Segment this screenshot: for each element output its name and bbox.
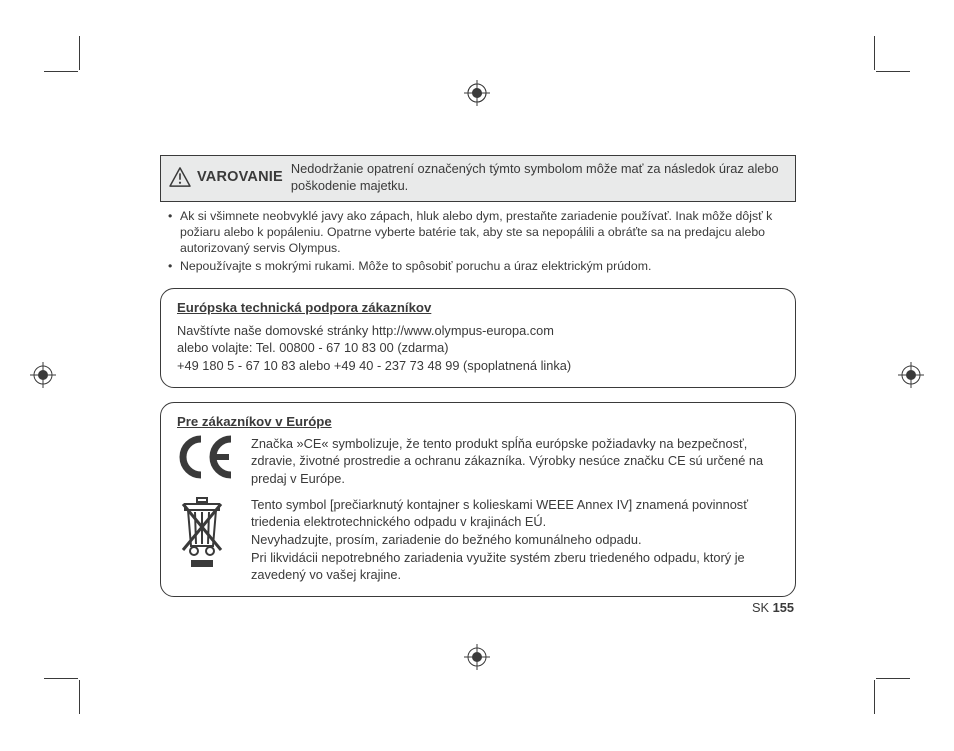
- ce-text: Značka »CE« symbolizuje, že tento produk…: [251, 435, 779, 488]
- footer-lang: SK: [752, 600, 769, 615]
- crop-mark-icon: [44, 678, 78, 679]
- bullet-item: Nepoužívajte s mokrými rukami. Môže to s…: [168, 258, 796, 274]
- crop-mark-icon: [874, 680, 875, 714]
- crop-mark-icon: [44, 71, 78, 72]
- ce-row: Značka »CE« symbolizuje, že tento produk…: [177, 435, 779, 488]
- registration-mark-bottom-icon: [464, 644, 490, 670]
- warning-triangle-icon: [169, 167, 191, 187]
- bullet-item: Ak si všimnete neobvyklé javy ako zápach…: [168, 208, 796, 257]
- ce-mark-icon: [177, 435, 237, 479]
- warning-bullets: Ak si všimnete neobvyklé javy ako zápach…: [168, 208, 796, 275]
- registration-mark-right-icon: [898, 362, 924, 388]
- manual-page: VAROVANIE Nedodržanie opatrení označenýc…: [0, 0, 954, 751]
- weee-bin-icon: [177, 496, 237, 575]
- support-line: +49 180 5 - 67 10 83 alebo +49 40 - 237 …: [177, 357, 779, 375]
- crop-mark-icon: [874, 36, 875, 70]
- support-line: alebo volajte: Tel. 00800 - 67 10 83 00 …: [177, 339, 779, 357]
- registration-mark-left-icon: [30, 362, 56, 388]
- europe-panel-title: Pre zákazníkov v Európe: [177, 413, 779, 431]
- page-footer: SK 155: [752, 600, 794, 615]
- footer-page-number: 155: [773, 600, 794, 615]
- support-panel: Európska technická podpora zákazníkov Na…: [160, 288, 796, 387]
- crop-mark-icon: [876, 678, 910, 679]
- warning-box: VAROVANIE Nedodržanie opatrení označenýc…: [160, 155, 796, 202]
- crop-mark-icon: [79, 680, 80, 714]
- crop-mark-icon: [79, 36, 80, 70]
- crop-mark-icon: [876, 71, 910, 72]
- europe-panel: Pre zákazníkov v Európe Značka »CE« symb…: [160, 402, 796, 597]
- weee-row: Tento symbol [prečiarknutý kontajner s k…: [177, 496, 779, 584]
- weee-text: Tento symbol [prečiarknutý kontajner s k…: [251, 496, 779, 584]
- registration-mark-top-icon: [464, 80, 490, 106]
- support-panel-title: Európska technická podpora zákazníkov: [177, 299, 779, 317]
- content-area: VAROVANIE Nedodržanie opatrení označenýc…: [160, 155, 796, 597]
- support-line: Navštívte naše domovské stránky http://w…: [177, 322, 779, 340]
- warning-label: VAROVANIE: [197, 169, 283, 185]
- warning-text: Nedodržanie opatrení označených týmto sy…: [291, 160, 787, 195]
- warning-header: VAROVANIE: [169, 167, 283, 187]
